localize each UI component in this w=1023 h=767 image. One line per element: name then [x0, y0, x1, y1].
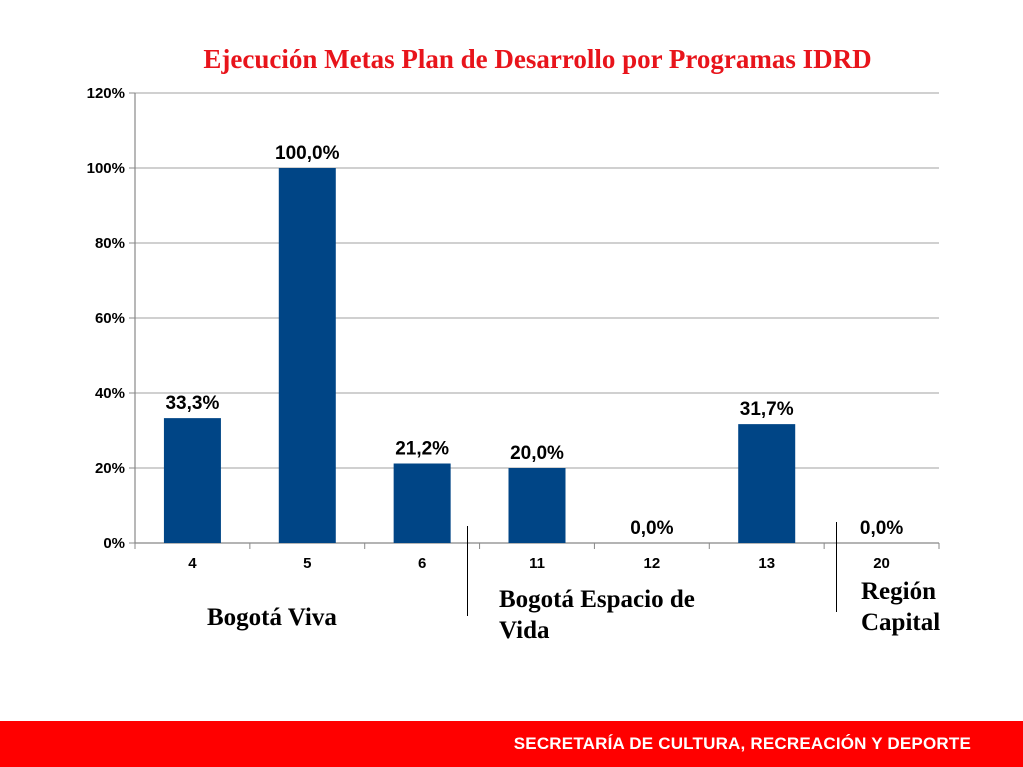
bar-11 — [508, 468, 566, 543]
data-label-5: 100,0% — [275, 143, 340, 164]
data-label-12: 0,0% — [630, 518, 673, 539]
data-label-4: 33,3% — [165, 393, 219, 414]
data-label-13: 31,7% — [740, 399, 794, 420]
x-tick-label-4: 4 — [188, 555, 197, 572]
footer-text: SECRETARÍA DE CULTURA, RECREACIÓN Y DEPO… — [513, 734, 971, 753]
bar-5 — [278, 168, 336, 543]
data-label-6: 21,2% — [395, 439, 449, 460]
bars — [163, 168, 796, 543]
bar-13 — [738, 424, 796, 543]
x-tick-label-6: 6 — [418, 555, 426, 572]
bar-6 — [393, 463, 451, 543]
y-tick-label-20: 20% — [95, 460, 125, 477]
y-tick-label-100: 100% — [87, 160, 125, 177]
y-tick-label-60: 60% — [95, 310, 125, 327]
y-tick-label-0: 0% — [103, 535, 125, 552]
group-divider-left — [467, 526, 468, 616]
x-tick-label-11: 11 — [529, 555, 545, 572]
group-label-espacio-line2: Vida — [499, 617, 550, 644]
group-label-espacio-line1: Bogotá Espacio de — [499, 586, 695, 613]
bar-chart: 33,3% 100,0% 21,2% 20,0% 0,0% 31,7% 0,0% 0% 20%… — [87, 85, 940, 572]
footer-bar: SECRETARÍA DE CULTURA, RECREACIÓN Y DEPO… — [0, 721, 1023, 767]
group-divider-right — [836, 522, 837, 612]
group-label-bogota-espacio-de-vida: Bogotá Espacio de Vida — [499, 584, 695, 646]
y-tick-labels: 0% 20% 40% 60% 80% 100% 120% — [87, 85, 125, 552]
x-tick-labels: 4 5 6 11 12 13 20 — [188, 555, 890, 572]
group-label-region-capital: Región Capital — [861, 576, 940, 638]
group-label-region-line1: Región — [861, 578, 936, 605]
data-label-11: 20,0% — [510, 443, 564, 464]
group-label-bogota-viva-text: Bogotá Viva — [207, 604, 337, 631]
y-tick-label-120: 120% — [87, 85, 125, 102]
chart-title: Ejecución Metas Plan de Desarrollo por P… — [203, 44, 872, 74]
y-tick-label-80: 80% — [95, 235, 125, 252]
group-label-bogota-viva: Bogotá Viva — [207, 602, 337, 633]
data-labels: 33,3% 100,0% 21,2% 20,0% 0,0% 31,7% 0,0% — [165, 143, 903, 539]
x-tick-label-5: 5 — [303, 555, 311, 572]
x-tick-label-20: 20 — [873, 555, 890, 572]
y-tick-label-40: 40% — [95, 385, 125, 402]
group-label-region-line2: Capital — [861, 609, 941, 636]
gridlines — [135, 92, 939, 469]
data-label-20: 0,0% — [860, 518, 903, 539]
x-tick-label-13: 13 — [758, 555, 775, 572]
x-tick-label-12: 12 — [644, 555, 661, 572]
bar-4 — [163, 418, 221, 543]
